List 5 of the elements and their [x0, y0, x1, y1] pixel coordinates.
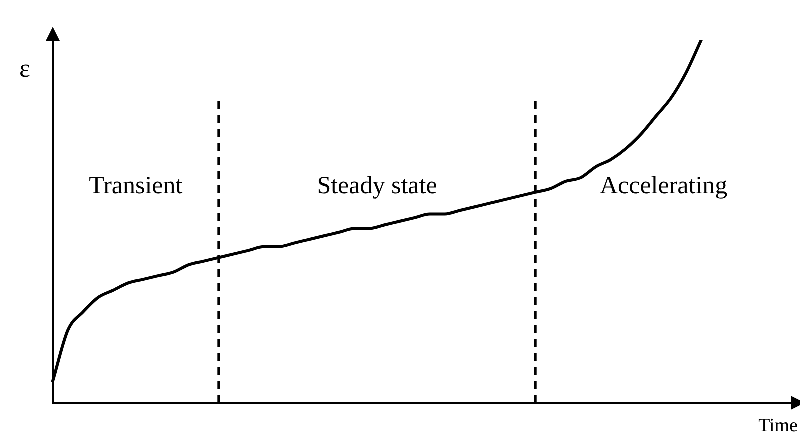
annotation: Accelerating — [600, 172, 728, 200]
annotation: Transient — [89, 172, 183, 200]
x-axis-title: Time — [758, 415, 798, 436]
annotation: Steady state — [317, 172, 438, 200]
y-axis-title: ε — [20, 54, 31, 83]
